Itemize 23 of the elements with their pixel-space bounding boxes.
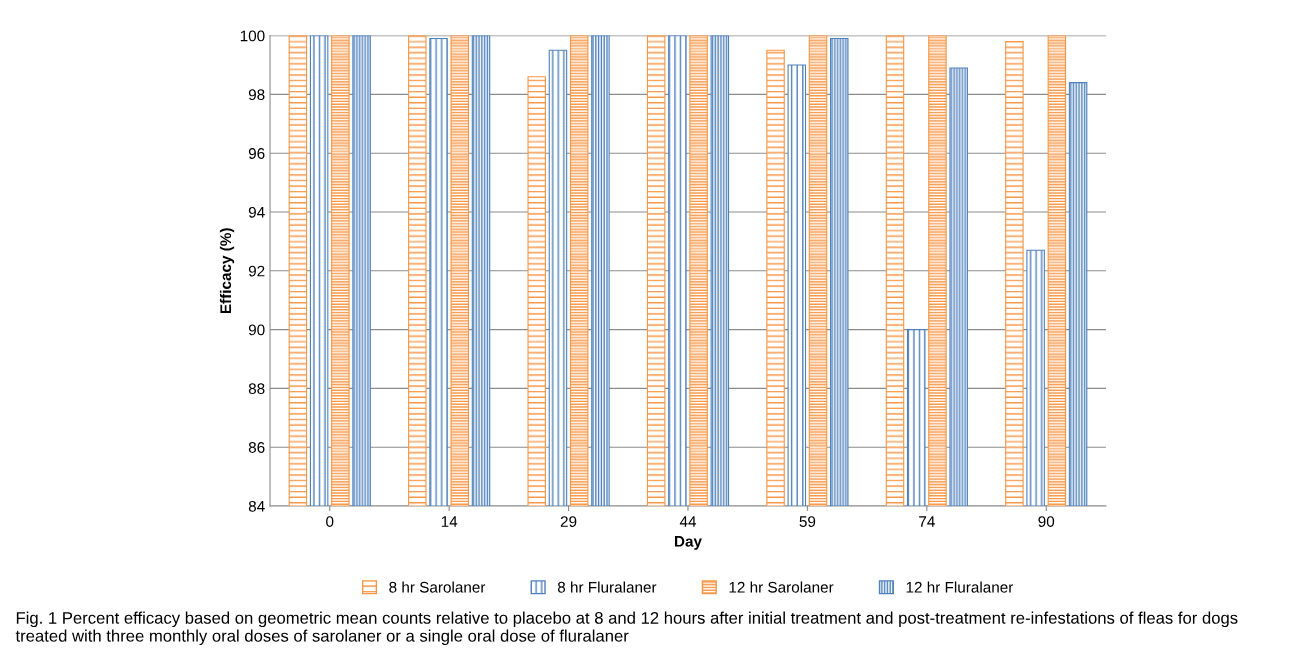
x-tick-label: 59	[799, 516, 816, 527]
y-tick-label: 98	[248, 89, 265, 101]
y-tick-label: 96	[248, 148, 265, 159]
y-tick-label: 94	[248, 206, 265, 218]
caption: Fig. 1 Percent efficacy based on geometric mean counts relative to placebo at 8 and 12 hours after initial treatment and post-treatment re-infestations of fleas for dogs treated with three monthly oral doses of sarolaner or a single oral dose of fluralaner	[15, 611, 1238, 646]
y-tick-label: 84	[248, 500, 265, 512]
x-axis-title: Day	[675, 536, 702, 550]
y-tick-label: 90	[248, 324, 265, 336]
y-tick-label: 92	[248, 265, 265, 277]
y-tick-label: 86	[248, 442, 265, 453]
y-tick-label: 88	[248, 383, 265, 395]
y-tick-label: 100	[240, 30, 265, 42]
y-axis-title: Efficacy (%)	[219, 228, 235, 314]
x-tick-label: 90	[1038, 516, 1055, 527]
x-tick-label: 0	[326, 516, 334, 527]
legend-label: 12 hr Sarolaner	[729, 581, 834, 593]
legend-label: 8 hr Sarolaner	[389, 581, 486, 593]
x-tick-label: 14	[441, 516, 458, 527]
x-tick-label: 29	[560, 516, 577, 527]
x-tick-label: 44	[679, 516, 697, 527]
x-tick-label: 74	[919, 516, 935, 527]
legend-label: 12 hr Fluralaner	[906, 581, 1014, 593]
legend-label: 8 hr Fluralaner	[557, 581, 657, 593]
